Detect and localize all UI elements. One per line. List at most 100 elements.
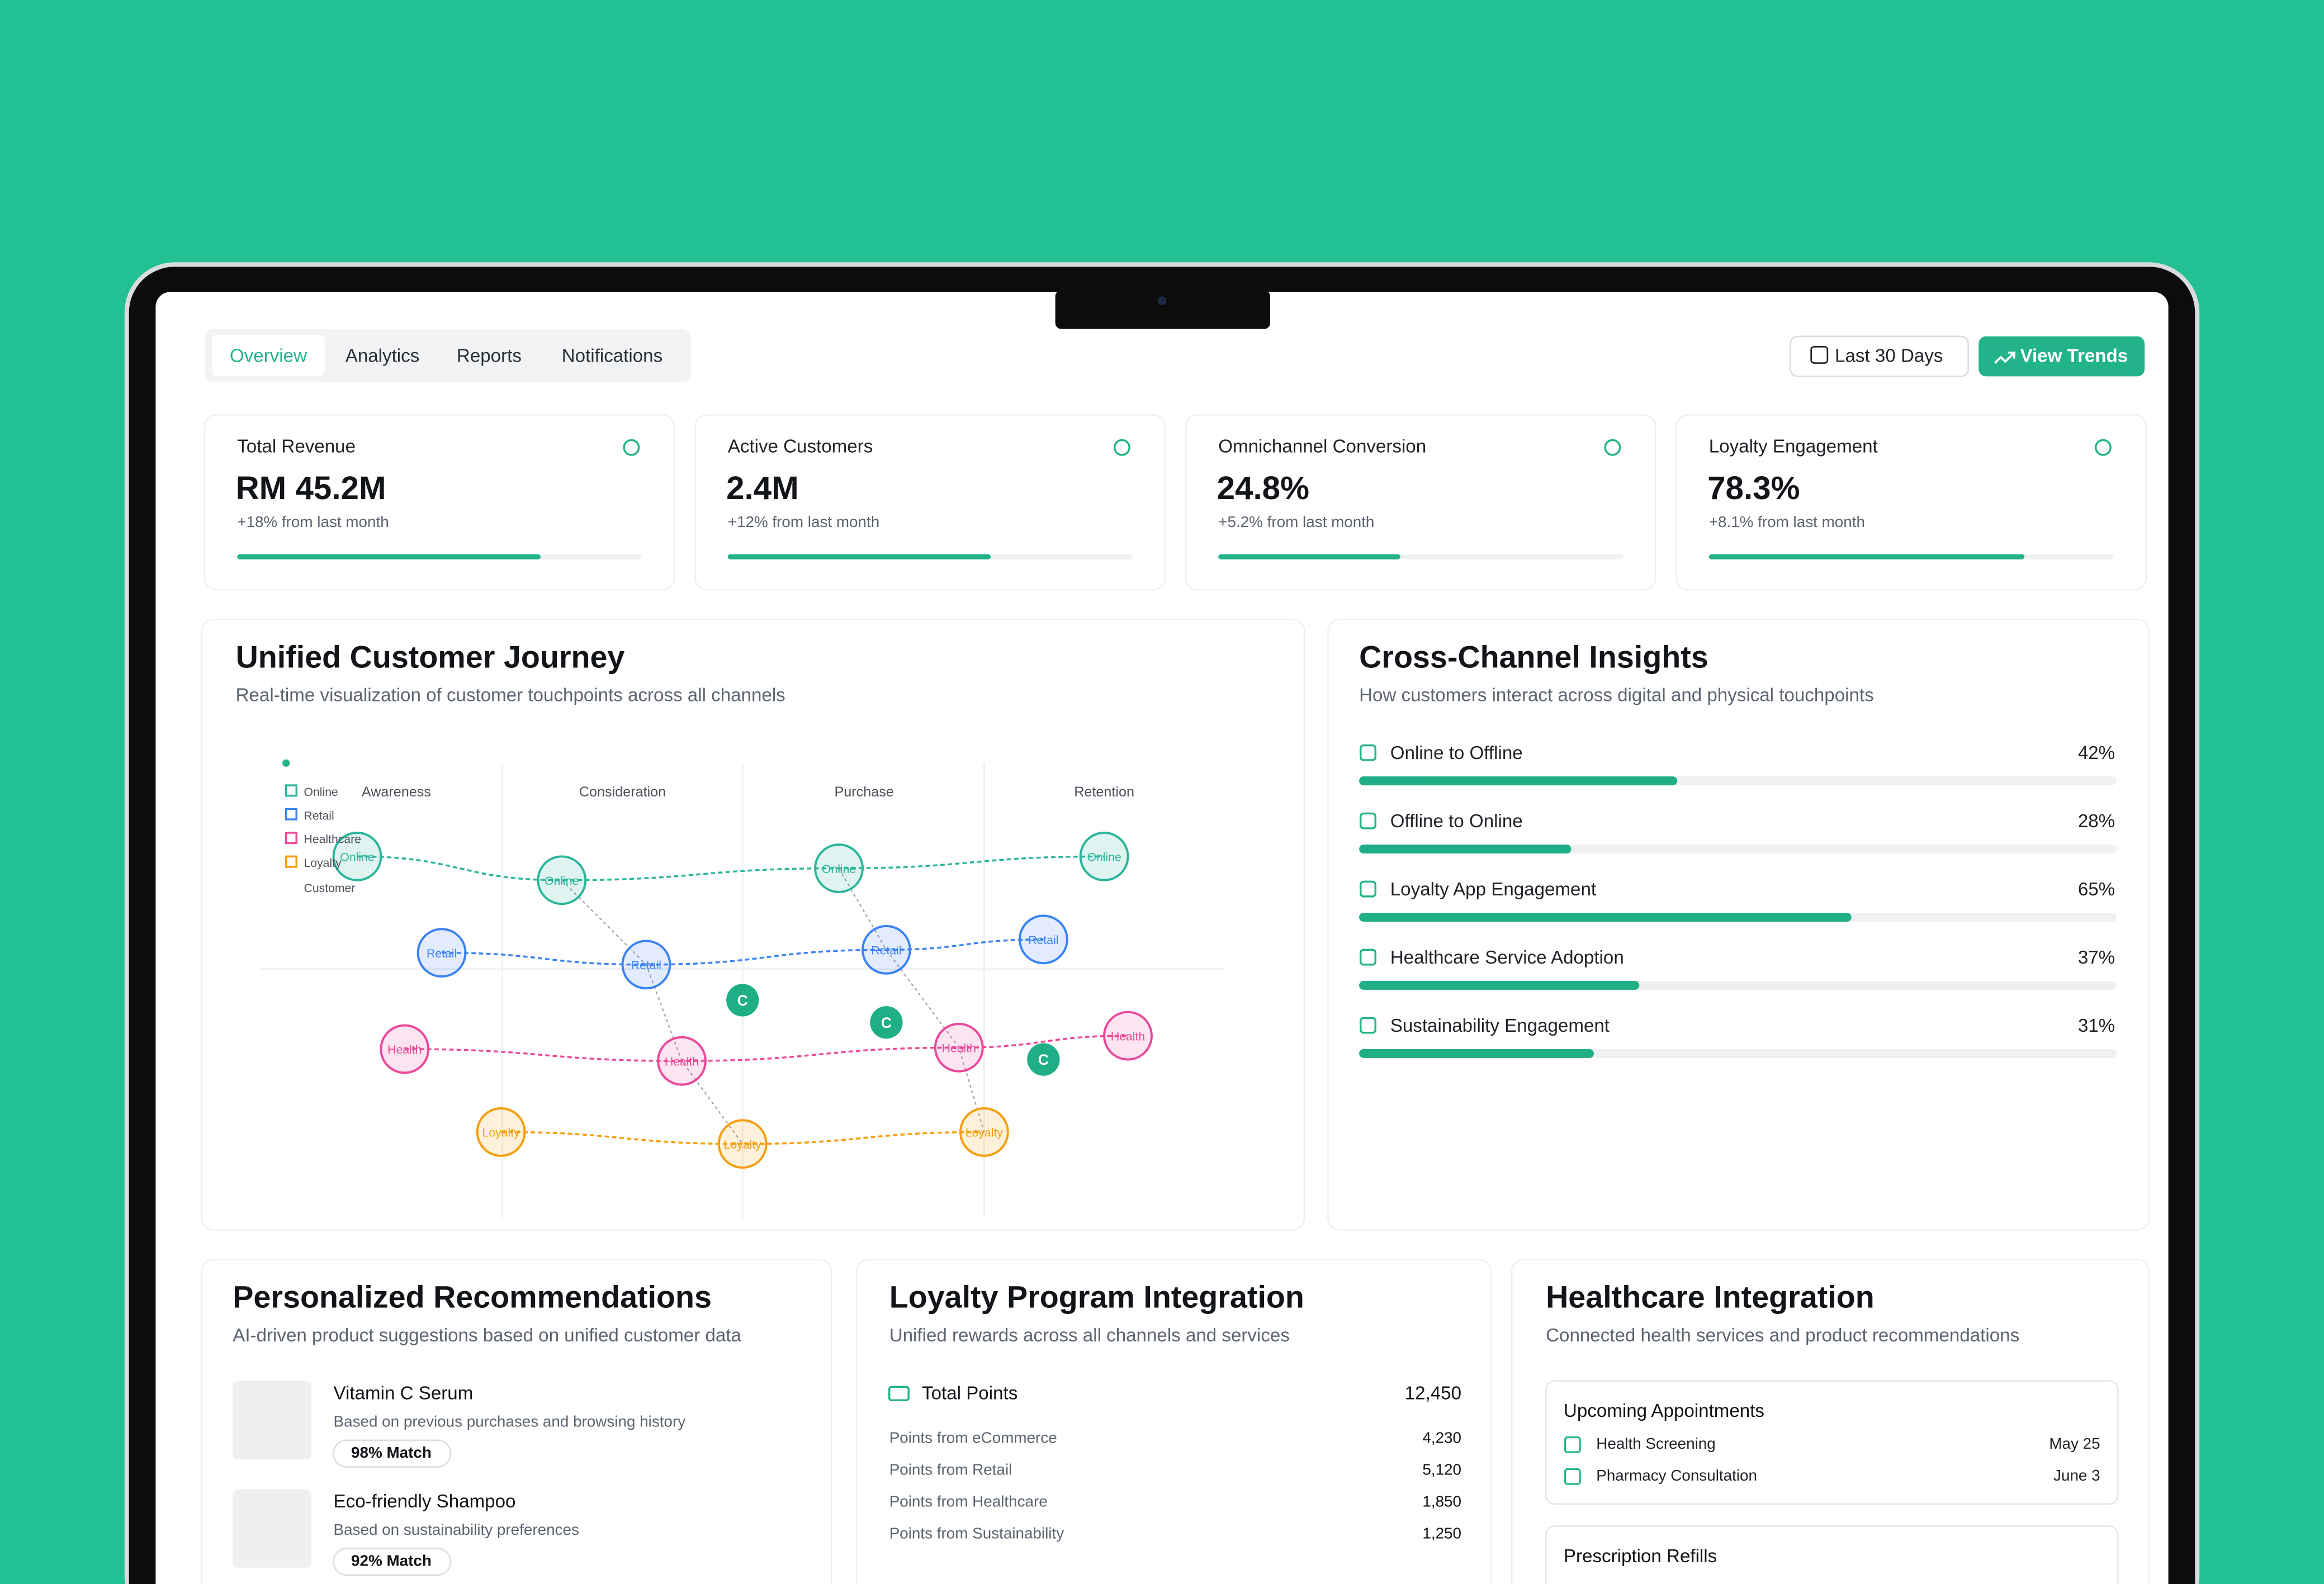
insight-icon	[1360, 1017, 1376, 1034]
legend-swatch	[285, 784, 297, 797]
legend-swatch	[285, 808, 297, 821]
touchpoint	[621, 940, 671, 990]
legend-swatch	[285, 832, 297, 845]
insight-label: Loyalty App Engagement	[1390, 879, 1596, 900]
total-value: 12,450	[1405, 1383, 1461, 1403]
legend-label: Online	[304, 786, 338, 799]
section-subtitle: Unified rewards across all channels and …	[889, 1325, 1290, 1346]
product-name: Vitamin C Serum	[334, 1383, 474, 1403]
customer-marker	[1027, 1043, 1060, 1076]
touchpoint	[537, 855, 587, 905]
tab-bar	[204, 329, 691, 382]
section-title: Cross-Channel Insights	[1359, 639, 1708, 674]
insight-value: 28%	[2078, 811, 2115, 832]
touchpoint-label: Online	[545, 875, 579, 888]
match-label: 92% Match	[351, 1552, 432, 1569]
points-value: 1,850	[1422, 1493, 1461, 1510]
progress-bar	[1359, 845, 1572, 854]
appointment-date: June 3	[2053, 1467, 2100, 1484]
card	[201, 1259, 832, 1584]
legend-swatch	[285, 855, 297, 868]
section-title: Unified Customer Journey	[236, 639, 625, 674]
progress-bar	[1359, 776, 1678, 786]
tab[interactable]: Reports	[457, 346, 522, 367]
product-reason: Based on previous purchases and browsing…	[334, 1412, 686, 1430]
tab[interactable]: Analytics	[345, 346, 420, 367]
touchpoint	[657, 1036, 707, 1086]
touchpoint	[1079, 831, 1129, 881]
card	[856, 1259, 1492, 1584]
camera	[1157, 296, 1167, 306]
section-title: Loyalty Program Integration	[889, 1280, 1304, 1315]
touchpoint-label: Loyalty	[965, 1127, 1004, 1140]
kpi-icon	[1604, 439, 1621, 456]
touchpoint	[380, 1024, 430, 1074]
touchpoint-label: Health	[387, 1044, 422, 1056]
date-range: Last 30 Days	[1835, 346, 1943, 367]
stage-label: Awareness	[362, 784, 431, 800]
stage-label: Purchase	[834, 784, 893, 800]
points-source: Points from Retail	[889, 1461, 1012, 1478]
date-button[interactable]	[1790, 335, 1970, 377]
kpi-label: Total Revenue	[237, 436, 356, 457]
tab[interactable]: Notifications	[562, 346, 662, 367]
touchpoint	[861, 924, 911, 975]
dashboard: Overview Analytics Reports Notifications Las…	[201, 329, 2150, 1584]
touchpoint	[814, 843, 864, 893]
total-label: Total Points	[922, 1383, 1017, 1403]
kpi-value: 24.8%	[1217, 470, 1309, 506]
insight-value: 31%	[2078, 1016, 2115, 1036]
touchpoint	[934, 1022, 984, 1073]
progress-bar	[237, 554, 541, 559]
kpi-label: Omnichannel Conversion	[1218, 436, 1426, 457]
match-badge	[333, 1439, 452, 1468]
insight-icon	[1360, 744, 1376, 761]
touchpoint	[1103, 1011, 1153, 1061]
touchpoint-label: Retail	[631, 959, 661, 972]
insight-label: Sustainability Engagement	[1390, 1016, 1610, 1036]
points-icon	[888, 1386, 910, 1401]
trends-button[interactable]	[1979, 336, 2145, 377]
progress-bar	[1218, 554, 1400, 559]
insight-icon	[1360, 812, 1376, 829]
touchpoint-label: Health	[942, 1042, 976, 1055]
calendar-icon	[1810, 346, 1829, 364]
legend-label: Healthcare	[304, 833, 361, 846]
card	[201, 618, 1305, 1231]
tab[interactable]: Overview	[230, 346, 307, 367]
channel-path	[404, 1035, 1128, 1062]
card	[1185, 414, 1656, 591]
section-title: Personalized Recommendations	[233, 1280, 712, 1315]
section-subtitle: AI-driven product suggestions based on u…	[233, 1325, 741, 1346]
kpi-value: 78.3%	[1707, 470, 1800, 506]
legend-label: Loyalty	[304, 857, 342, 870]
insight-icon	[1360, 948, 1376, 966]
progress-bar	[1359, 981, 1640, 990]
insight-value: 42%	[2078, 743, 2115, 763]
refills-title: Prescription Refills	[1564, 1546, 1717, 1567]
card	[1327, 618, 2150, 1231]
section-subtitle: Connected health services and product re…	[1546, 1325, 2019, 1346]
appointments-card	[1545, 1380, 2119, 1505]
kpi-value: 2.4M	[726, 470, 799, 506]
customer-marker	[870, 1006, 903, 1039]
touchpoint	[717, 1119, 768, 1169]
calendar-icon	[1564, 1436, 1581, 1453]
legend-label: Retail	[304, 809, 334, 822]
touchpoint-label: Loyalty	[482, 1127, 520, 1140]
touchpoint-label: Retail	[871, 945, 901, 957]
trends-label: View Trends	[2020, 346, 2128, 367]
refills-card	[1545, 1525, 2119, 1584]
kpi-change: +8.1% from last month	[1709, 513, 1865, 530]
kpi-label: Active Customers	[728, 436, 873, 457]
progress-bar	[1359, 1049, 1594, 1058]
product-image	[233, 1381, 311, 1460]
kpi-value: RM 45.2M	[236, 470, 386, 506]
insight-value: 37%	[2078, 947, 2115, 968]
touchpoint-label: Loyalty	[724, 1139, 762, 1151]
product-name: Eco-friendly Shampoo	[334, 1491, 516, 1512]
points-source: Points from Healthcare	[889, 1493, 1048, 1510]
touchpoint-label: Health	[665, 1055, 699, 1068]
